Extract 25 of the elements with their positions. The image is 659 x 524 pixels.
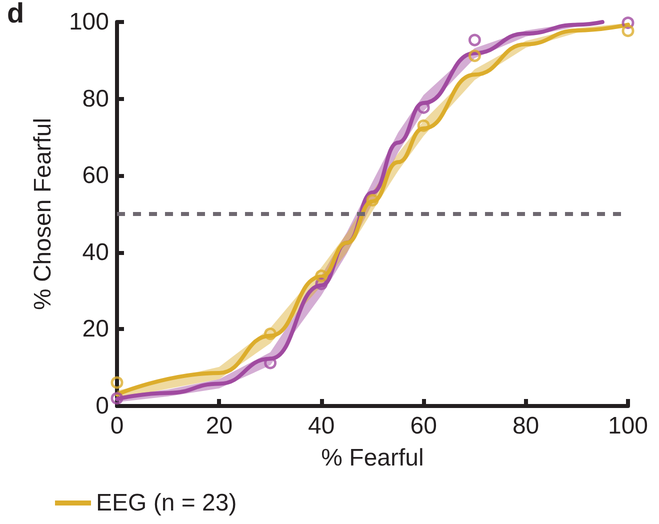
y-axis-title: % Chosen Fearful [30,118,56,310]
y-tick-label: 0 [96,392,109,420]
point [468,50,481,62]
chart-title: d [7,0,24,28]
legend-label: EEG (n = 23) [96,490,237,516]
x-tick-label: 20 [206,412,233,440]
y-tick-label: 80 [82,85,109,112]
y-tick-label: 20 [82,316,109,343]
point [110,392,124,405]
point [264,328,277,340]
x-tick-label: 80 [512,412,540,440]
point [366,194,379,206]
x-tick-label: 40 [308,412,335,440]
point [468,34,481,46]
x-axis-title: % Fearful [321,444,424,472]
point [110,376,124,389]
x-tick-label: 60 [410,412,437,440]
point [315,270,328,282]
point [417,119,430,132]
point [622,24,634,38]
y-tick-label: 40 [82,238,109,266]
x-tick-label: 100 [608,412,648,440]
y-tick-label: 60 [82,162,109,190]
point [264,356,277,370]
y-tick-label: 100 [68,8,109,36]
